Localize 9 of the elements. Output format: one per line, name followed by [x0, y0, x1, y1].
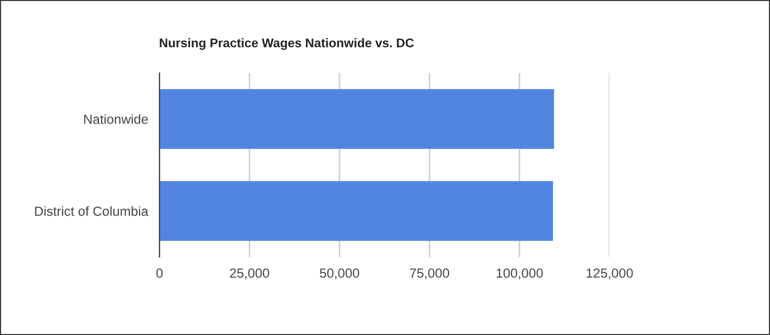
x-tick-label: 25,000: [230, 268, 270, 280]
chart-title: Nursing Practice Wages Nationwide vs. DC: [160, 38, 414, 50]
y-tick-label: Nationwide: [84, 114, 148, 124]
x-tick-label: 50,000: [320, 268, 360, 280]
x-tick-label: 75,000: [410, 268, 450, 280]
x-tick-label: 100,000: [496, 268, 543, 280]
x-tick-label: 125,000: [586, 268, 633, 280]
x-tick-label: 0: [156, 268, 163, 278]
y-tick-label: District of Columbia: [35, 206, 148, 216]
